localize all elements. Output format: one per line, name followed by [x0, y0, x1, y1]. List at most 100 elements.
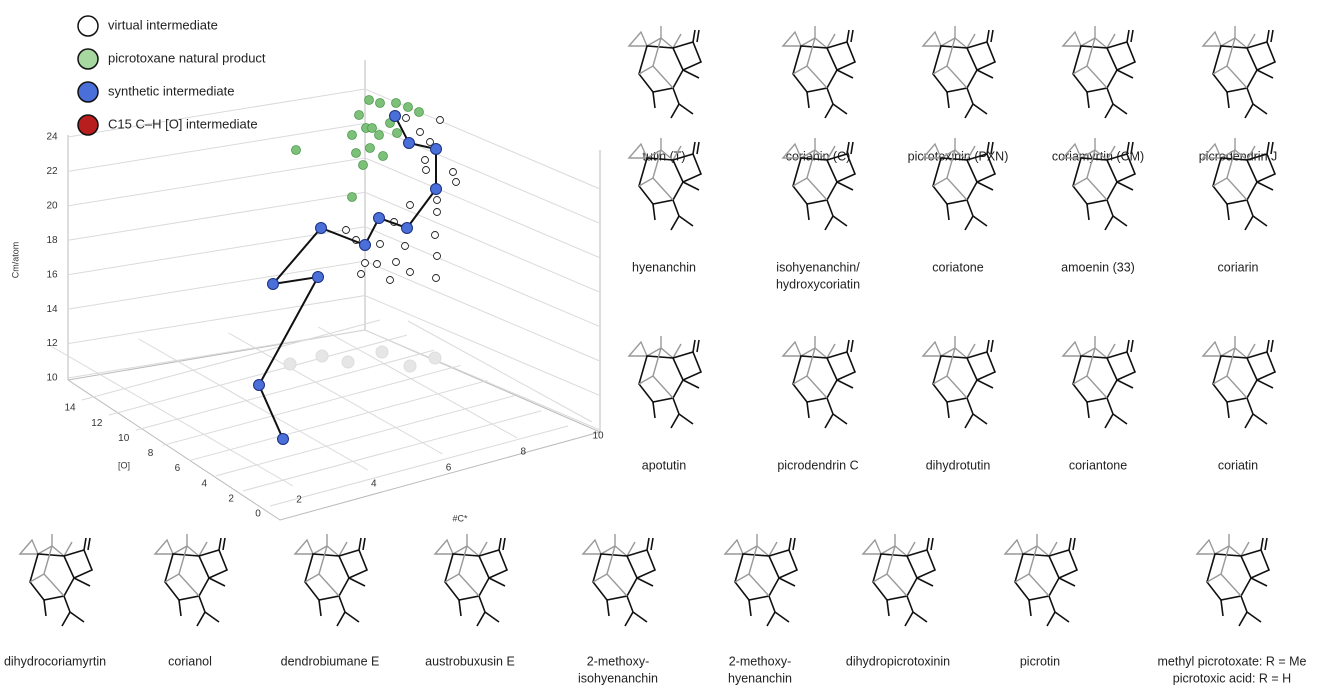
z-tick-label: 20 — [46, 200, 58, 211]
compound-name: 2-methoxy- — [729, 654, 792, 668]
z-tick-label: 24 — [46, 132, 58, 143]
structure — [1005, 534, 1077, 626]
compound-name: amoenin (33) — [1061, 260, 1135, 274]
compound-name: isohyenanchin/ — [776, 260, 860, 274]
structure — [583, 534, 655, 626]
z-tick-label: 14 — [46, 304, 58, 315]
compound-name: apotutin — [642, 458, 687, 472]
grid-line — [68, 89, 600, 189]
y-tick-label: 6 — [175, 463, 181, 474]
grid-line — [68, 192, 600, 292]
compound-name: dihydropicrotoxinin — [846, 654, 950, 668]
compound: dihydropicrotoxinin — [846, 534, 950, 668]
y-tick-label: 0 — [255, 509, 261, 520]
structure — [295, 534, 367, 626]
compound-name: dihydrocoriamyrtin — [4, 654, 106, 668]
compound-name: picrodendrin C — [777, 458, 858, 472]
compound-name: coriatin — [1218, 458, 1258, 472]
y-tick-label: 12 — [91, 418, 103, 429]
legend-label: picrotoxane natural product — [108, 50, 266, 65]
legend-marker — [78, 16, 98, 36]
x-tick-label: 4 — [371, 479, 377, 490]
z-tick-label: 10 — [46, 373, 58, 384]
compound: corianin (C) — [783, 26, 855, 163]
compound: 2-methoxy-hyenanchin — [725, 534, 797, 685]
legend-label: synthetic intermediate — [108, 83, 234, 98]
x-tick-label: 2 — [296, 495, 302, 506]
compound: tutin (T) — [629, 26, 701, 163]
x-tick-label: 8 — [520, 447, 526, 458]
y-axis-label: [O] — [118, 460, 130, 470]
compound-name: dihydrotutin — [926, 458, 991, 472]
z-tick-label: 12 — [46, 338, 58, 349]
compound: 2-methoxy-isohyenanchin — [578, 534, 658, 685]
grid-line — [68, 330, 600, 430]
compound: dendrobiumane E — [281, 534, 380, 668]
grid-line — [82, 320, 380, 400]
structure — [863, 534, 935, 626]
compound-name: picrotoxic acid: R = H — [1173, 671, 1291, 685]
compound: picrodendrin J — [1199, 26, 1278, 163]
compound: austrobuxusin E — [425, 534, 515, 668]
structure — [1063, 26, 1135, 118]
compound: picrotin — [1005, 534, 1077, 668]
x-tick-label: 10 — [592, 431, 604, 442]
grid-line — [68, 123, 600, 223]
structure — [783, 26, 855, 118]
compound-name: corianol — [168, 654, 212, 668]
compound-name: hyenanchin — [632, 260, 696, 274]
grid-line — [189, 381, 487, 461]
compound: apotutin — [629, 336, 701, 472]
legend-label: virtual intermediate — [108, 17, 218, 32]
compound-name: picrodendrin J — [1199, 149, 1278, 163]
y-tick-label: 4 — [202, 478, 208, 489]
legend-marker — [78, 49, 98, 69]
compound: methyl picrotoxate: R = Me picrotoxic aci… — [1157, 534, 1306, 685]
compound: dihydrocoriamyrtin — [4, 534, 106, 668]
data-points — [254, 96, 460, 445]
structure — [1063, 336, 1135, 428]
z-tick-label: 18 — [46, 235, 58, 246]
z-axis-label: Cm/atom — [10, 242, 20, 279]
structure — [783, 336, 855, 428]
compound-name: coriatone — [932, 260, 983, 274]
compound: dihydrotutin — [923, 336, 995, 472]
z-tick-label: 22 — [46, 166, 58, 177]
legend-marker — [78, 82, 98, 102]
y-tick-label: 2 — [228, 493, 234, 504]
structure — [1203, 26, 1275, 118]
structure — [923, 336, 995, 428]
compound-name: austrobuxusin E — [425, 654, 515, 668]
grid-line — [68, 158, 600, 258]
grid-line — [216, 396, 514, 476]
compound: corianol — [155, 534, 227, 668]
compound-name: hyenanchin — [728, 671, 792, 685]
grid-line — [68, 261, 600, 361]
compound-name: methyl picrotoxate: R = Me — [1157, 654, 1306, 668]
y-tick-label: 14 — [64, 403, 76, 414]
legend-label: C15 C–H [O] intermediate — [108, 116, 258, 131]
grid-line — [243, 411, 541, 491]
grid-line — [229, 333, 443, 454]
grid-line — [139, 339, 368, 470]
legend-marker — [78, 115, 98, 135]
structure — [1203, 336, 1275, 428]
compound-name: hydroxycoriatin — [776, 277, 860, 291]
structure — [923, 26, 995, 118]
compound: coriamyrtin (CM) — [1052, 26, 1144, 163]
compound-name: isohyenanchin — [578, 671, 658, 685]
structure — [20, 534, 92, 626]
y-tick-label: 8 — [148, 448, 154, 459]
x-tick-label: 6 — [446, 463, 452, 474]
structure — [725, 534, 797, 626]
compound: coriatin — [1203, 336, 1275, 472]
structure — [629, 26, 701, 118]
structure — [629, 336, 701, 428]
x-axis-label: #C* — [452, 513, 468, 523]
structure — [435, 534, 507, 626]
grid-line — [68, 296, 600, 396]
y-tick-label: 10 — [118, 433, 130, 444]
grid-line — [270, 426, 568, 506]
scatter-3d: 1012141618202224Cm/atom02468101214[O]246… — [10, 60, 604, 523]
structure — [155, 534, 227, 626]
